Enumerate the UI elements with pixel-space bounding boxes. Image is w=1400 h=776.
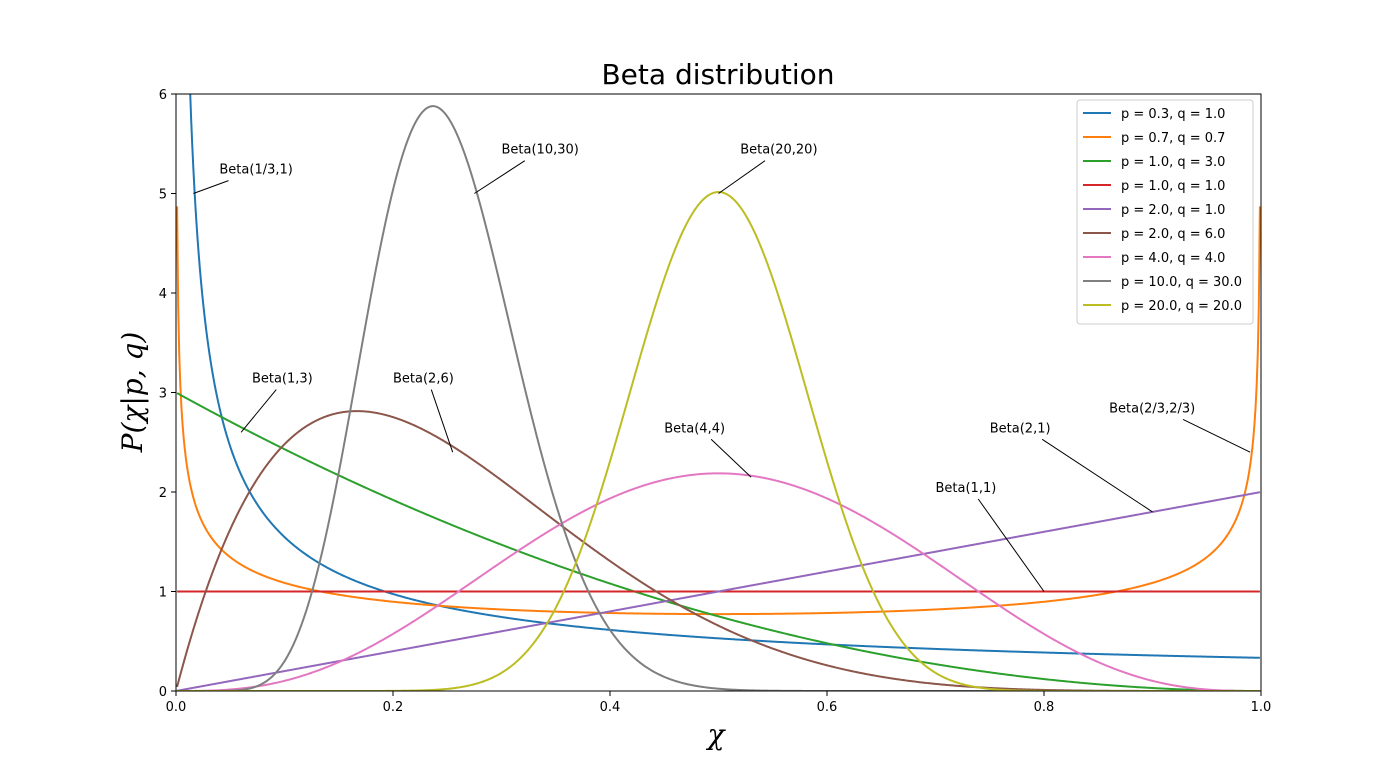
- legend-entry: p = 1.0, q = 1.0: [1121, 179, 1225, 194]
- annotation-label: Beta(1,3): [252, 372, 313, 387]
- series-line-8: [177, 105, 1260, 691]
- series-line-5: [176, 491, 1261, 691]
- chart-title: Beta distribution: [601, 58, 834, 91]
- annotation-pointer: [718, 160, 766, 194]
- series-line-1: [189, 94, 1260, 659]
- y-tick-label: 1: [159, 586, 167, 601]
- legend-entry: p = 0.7, q = 0.7: [1121, 131, 1225, 146]
- legend-entry: p = 10.0, q = 30.0: [1121, 275, 1242, 290]
- legend-entry: p = 2.0, q = 6.0: [1121, 227, 1225, 242]
- x-tick-label: 0.8: [1034, 700, 1055, 715]
- y-tick-label: 0: [159, 685, 167, 700]
- annotation-pointer: [474, 160, 526, 194]
- series-line-6: [176, 410, 1260, 691]
- annotation-label: Beta(2,6): [393, 372, 454, 387]
- annotation-pointer: [193, 180, 229, 194]
- x-tick-label: 0.2: [383, 700, 404, 715]
- x-axis: 0.0 0.2 0.4 0.6 0.8 1.0: [166, 691, 1272, 715]
- x-tick-label: 0.6: [817, 700, 838, 715]
- x-tick-label: 0.4: [600, 700, 621, 715]
- y-axis: 0 1 2 3 4 5 6: [159, 88, 176, 700]
- curve-annotations: Beta(1/3,1) Beta(10,30) Beta(20,20) Beta(1,…: [193, 143, 1251, 592]
- y-tick-label: 2: [159, 486, 167, 501]
- legend-box: [1076, 99, 1254, 325]
- x-tick-label: 1.0: [1251, 700, 1272, 715]
- legend-entry: p = 2.0, q = 1.0: [1121, 203, 1225, 218]
- annotation-label: Beta(4,4): [664, 421, 725, 436]
- annotation-label: Beta(2/3,2/3): [1109, 401, 1195, 416]
- annotation-label: Beta(10,30): [502, 143, 579, 158]
- y-tick-label: 5: [159, 188, 167, 203]
- annotation-label: Beta(1,1): [936, 481, 997, 496]
- series-line-7: [177, 472, 1260, 691]
- legend-entry: p = 20.0, q = 20.0: [1121, 299, 1242, 314]
- annotation-pointer: [1041, 438, 1153, 513]
- legend-entry: p = 4.0, q = 4.0: [1121, 251, 1225, 266]
- x-axis-label: χ: [706, 718, 727, 751]
- annotation-label: Beta(1/3,1): [219, 163, 292, 178]
- series-line-2: [176, 206, 1261, 616]
- annotation-label: Beta(20,20): [740, 143, 817, 158]
- y-tick-label: 4: [159, 287, 167, 302]
- legend-entry: p = 0.3, q = 1.0: [1121, 107, 1225, 122]
- annotation-pointer: [430, 389, 454, 453]
- annotation-pointer: [1182, 418, 1251, 453]
- y-tick-label: 6: [159, 88, 167, 103]
- x-tick-label: 0.0: [166, 700, 187, 715]
- legend: p = 0.3, q = 1.0 p = 0.7, q = 0.7 p = 1.0,…: [1076, 99, 1254, 325]
- legend-entry: p = 1.0, q = 3.0: [1121, 155, 1225, 170]
- annotation-pointer: [710, 438, 752, 478]
- annotation-pointer: [977, 498, 1045, 592]
- annotation-label: Beta(2,1): [990, 421, 1051, 436]
- series-line-3: [176, 392, 1260, 691]
- annotation-pointer: [240, 389, 277, 433]
- y-tick-label: 3: [159, 387, 167, 402]
- y-axis-label: P(χ|p, q): [116, 332, 149, 454]
